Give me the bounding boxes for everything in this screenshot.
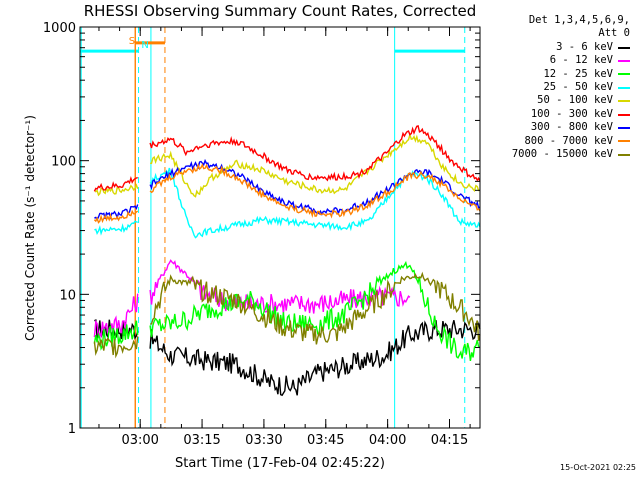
- legend-entry: 300 - 800 keV: [478, 121, 636, 134]
- series-line-7-0: [93, 209, 139, 224]
- x-tick-label: 03:15: [183, 433, 220, 448]
- legend-swatch: [618, 153, 630, 156]
- series-line-6-1: [149, 158, 481, 216]
- legend-entry: 3 - 6 keV: [478, 41, 636, 54]
- series-line-0-1: [149, 320, 481, 397]
- legend-swatch: [618, 140, 630, 143]
- legend-label: 50 - 100 keV: [537, 94, 613, 107]
- y-tick-label: 1: [68, 422, 76, 437]
- x-tick-label: 03:30: [245, 433, 282, 448]
- legend-label: 300 - 800 keV: [530, 121, 613, 134]
- legend-swatch: [618, 73, 630, 76]
- series-line-5-0: [93, 176, 138, 192]
- legend-detectors: Det 1,3,4,5,6,9,: [528, 14, 630, 26]
- legend-label: 100 - 300 keV: [530, 107, 613, 120]
- legend-label: 25 - 50 keV: [543, 81, 613, 94]
- series-line-4-1: [150, 132, 481, 198]
- legend-swatch: [618, 113, 630, 116]
- y-tick-label: 10: [59, 288, 76, 303]
- x-axis-label: Start Time (17-Feb-04 02:45:22): [175, 456, 385, 471]
- series-line-8-0: [93, 336, 139, 359]
- x-tick-label: 04:15: [431, 433, 468, 448]
- legend-label: 12 - 25 keV: [543, 67, 613, 80]
- night-label: N: [141, 40, 148, 51]
- x-tick-label: 03:45: [307, 433, 344, 448]
- y-tick-label: 1000: [43, 21, 76, 36]
- legend-swatch: [618, 46, 630, 49]
- legend-entry: 800 - 7000 keV: [478, 135, 636, 148]
- plot-frame: [79, 26, 481, 429]
- series-line-7-1: [149, 163, 481, 219]
- x-tick-label: 03:00: [121, 433, 158, 448]
- series-line-2-1: [149, 260, 481, 362]
- y-tick-label: 100: [51, 155, 76, 170]
- series-line-2-0: [93, 320, 139, 351]
- legend-label: 3 - 6 keV: [556, 40, 613, 53]
- legend-entry: 25 - 50 keV: [478, 81, 636, 94]
- legend-entry: 100 - 300 keV: [478, 108, 636, 121]
- legend-entry: 7000 - 15000 keV: [478, 148, 636, 161]
- legend-swatch: [618, 86, 630, 89]
- series-line-8-1: [150, 271, 481, 345]
- legend-swatch: [618, 126, 630, 129]
- series-line-1-0: [93, 293, 139, 339]
- series-line-4-0: [93, 183, 139, 197]
- legend-entry: 12 - 25 keV: [478, 68, 636, 81]
- chart-title: RHESSI Observing Summary Count Rates, Co…: [84, 2, 477, 20]
- axes: 1 10 100 1000 03:00 03:15 03:30 03:45 04:00 04:15: [43, 21, 480, 448]
- saa-label: S: [129, 36, 135, 47]
- x-tick-label: 04:00: [369, 433, 406, 448]
- y-axis-label: Corrected Count Rate (s⁻¹ detector⁻¹): [23, 115, 37, 341]
- legend-label: 800 - 7000 keV: [524, 134, 613, 147]
- series-line-6-0: [94, 204, 139, 222]
- legend: Det 1,3,4,5,6,9, Att 0 3 - 6 keV 6 - 12 k…: [478, 14, 636, 161]
- legend-swatch: [618, 100, 630, 103]
- legend-label: 7000 - 15000 keV: [511, 148, 613, 161]
- timestamp: 15-Oct-2021 02:25: [560, 463, 636, 472]
- series-line-3-0: [94, 220, 138, 236]
- legend-label: 6 - 12 keV: [549, 54, 613, 67]
- legend-entry: 6 - 12 keV: [478, 54, 636, 67]
- legend-attenuator: Att 0: [598, 27, 630, 40]
- series-line-5-1: [149, 125, 481, 182]
- legend-swatch: [618, 59, 630, 62]
- legend-entry: 50 - 100 keV: [478, 94, 636, 107]
